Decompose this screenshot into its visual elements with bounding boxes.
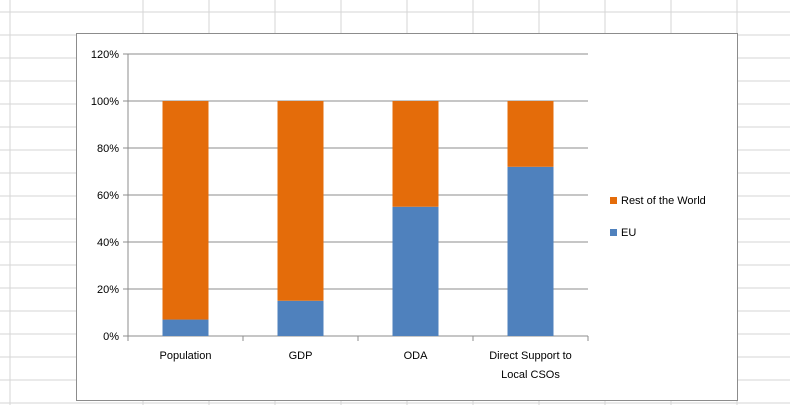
stacked-bar-chart: 0% 20% 40% 60% 80% 100% 120% Population GDP ODA Di…: [91, 49, 706, 381]
bar-eu[interactable]: [162, 319, 209, 336]
bar-rest-of-the-world[interactable]: [162, 101, 209, 320]
bar-eu[interactable]: [277, 300, 324, 336]
y-tick-label: 120%: [91, 49, 119, 61]
legend-label: Rest of the World: [621, 195, 706, 207]
y-tick-label: 20%: [97, 284, 119, 296]
bar-rest-of-the-world[interactable]: [507, 101, 554, 167]
legend-label: EU: [621, 227, 636, 239]
y-tick-label: 80%: [97, 143, 119, 155]
x-tick-label: Direct Support to: [489, 350, 572, 362]
bar-rest-of-the-world[interactable]: [392, 101, 439, 207]
bar-eu[interactable]: [507, 166, 554, 336]
y-tick-label: 100%: [91, 96, 119, 108]
y-tick-label: 60%: [97, 190, 119, 202]
x-tick-label: Population: [160, 350, 212, 362]
chart-area[interactable]: 0% 20% 40% 60% 80% 100% 120% Population GDP ODA Di…: [76, 33, 738, 401]
y-tick-label: 0%: [103, 331, 119, 343]
legend-swatch: [610, 229, 617, 236]
bar-rest-of-the-world[interactable]: [277, 101, 324, 301]
x-tick-label: ODA: [404, 350, 429, 362]
x-tick-label: Local CSOs: [501, 369, 560, 381]
legend-swatch: [610, 197, 617, 204]
bar-eu[interactable]: [392, 206, 439, 336]
y-tick-label: 40%: [97, 237, 119, 249]
x-tick-label: GDP: [289, 350, 313, 362]
